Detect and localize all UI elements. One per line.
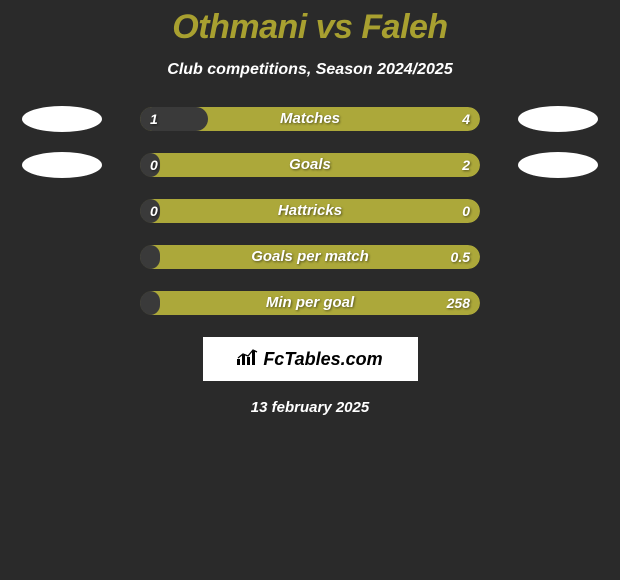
stat-label: Hattricks <box>140 199 480 223</box>
stat-row: 00Hattricks <box>0 199 620 223</box>
stat-bar: 14Matches <box>140 107 480 131</box>
stat-bar: 02Goals <box>140 153 480 177</box>
stat-label: Min per goal <box>140 291 480 315</box>
player-avatar-left <box>22 152 102 178</box>
page-title: Othmani vs Faleh <box>0 0 620 47</box>
date-text: 13 february 2025 <box>0 399 620 416</box>
chart-icon <box>237 349 259 370</box>
stat-label: Goals per match <box>140 245 480 269</box>
stat-bar: 0.5Goals per match <box>140 245 480 269</box>
player-avatar-left <box>22 106 102 132</box>
stat-label: Goals <box>140 153 480 177</box>
subtitle: Club competitions, Season 2024/2025 <box>0 61 620 79</box>
player-avatar-right <box>518 152 598 178</box>
stat-row: 258Min per goal <box>0 291 620 315</box>
stat-row: 0.5Goals per match <box>0 245 620 269</box>
stat-bar: 00Hattricks <box>140 199 480 223</box>
logo-text: FcTables.com <box>263 349 382 370</box>
comparison-chart: 14Matches 02Goals 00Hattricks 0.5Goals per … <box>0 107 620 315</box>
stat-bar: 258Min per goal <box>140 291 480 315</box>
player-avatar-right <box>518 106 598 132</box>
stat-row: 02Goals <box>0 153 620 177</box>
stat-row: 14Matches <box>0 107 620 131</box>
stat-label: Matches <box>140 107 480 131</box>
logo-box: FcTables.com <box>203 337 418 381</box>
